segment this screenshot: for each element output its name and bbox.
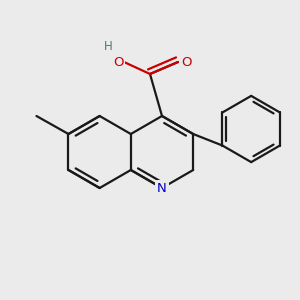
Text: O: O xyxy=(181,56,191,68)
Text: H: H xyxy=(103,40,112,52)
Text: O: O xyxy=(113,56,123,68)
Text: N: N xyxy=(157,182,167,194)
